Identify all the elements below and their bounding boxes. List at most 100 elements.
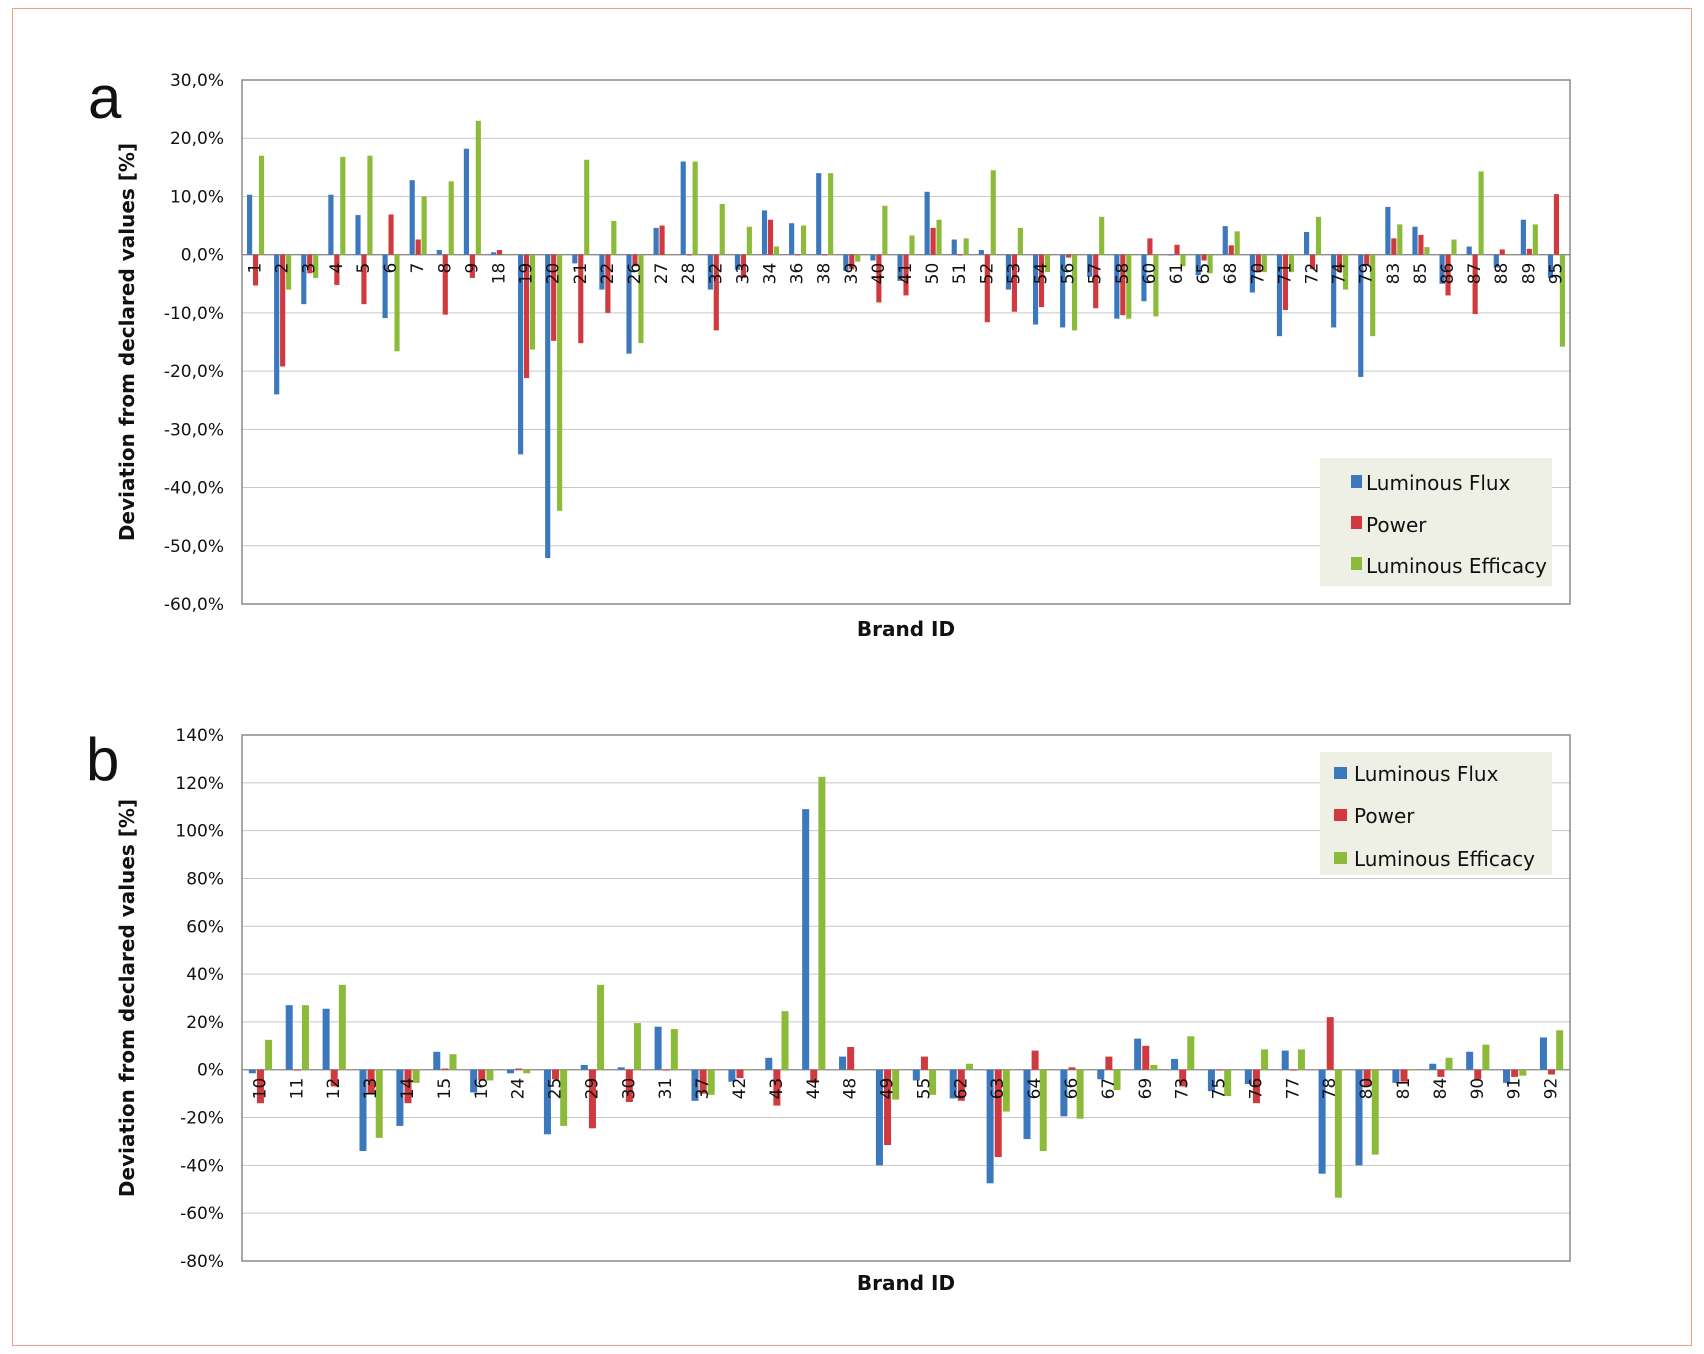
x-tick-label-b-78: 78 [1320,1078,1340,1100]
x-tick-label-a-33: 33 [733,263,753,285]
bar-a-power-22 [605,254,611,313]
bar-b-efficacy-12 [338,984,346,1070]
bar-a-efficacy-22 [611,220,617,255]
x-tick-label-a-26: 26 [625,263,645,285]
bar-b-efficacy-91 [1519,1069,1527,1076]
bar-b-flux-29 [580,1064,588,1070]
x-tick-label-a-34: 34 [760,263,780,285]
bar-a-flux-51 [951,239,957,255]
legend-a-label-efficacy: Luminous Efficacy [1366,554,1547,578]
bar-a-efficacy-9 [475,120,481,255]
x-tick-label-a-8: 8 [435,263,455,274]
bar-b-efficacy-78 [1334,1069,1342,1198]
x-tick-label-b-92: 92 [1542,1078,1562,1100]
bar-b-efficacy-73 [1187,1036,1195,1070]
bar-a-power-3 [307,254,313,274]
x-axis-title-a: Brand ID [857,617,955,641]
x-tick-label-b-31: 31 [656,1078,676,1100]
bar-a-efficacy-28 [692,161,698,255]
bar-b-power-16 [478,1069,486,1081]
x-tick-label-a-28: 28 [679,263,699,285]
bar-a-power-26 [632,254,638,267]
y-tick-label-b-9: -40% [180,1156,224,1176]
bar-b-efficacy-30 [633,1023,641,1070]
x-tick-label-a-2: 2 [273,263,293,274]
bar-a-power-72 [1309,254,1316,270]
x-tick-label-a-22: 22 [598,263,618,285]
bar-a-power-41 [903,254,909,296]
x-tick-label-b-81: 81 [1394,1078,1414,1100]
bar-a-power-9 [469,254,475,278]
bar-a-flux-70 [1249,254,1255,293]
y-tick-label-b-4: 60% [186,917,224,937]
bar-a-flux-28 [680,161,686,255]
legend-a: Luminous Flux Power Luminous Efficacy [1320,458,1552,586]
legend-a-swatch-efficacy [1351,557,1362,570]
bar-a-efficacy-72 [1315,216,1322,255]
bar-b-flux-77 [1281,1050,1289,1070]
bar-a-flux-21 [572,254,578,264]
bar-b-efficacy-84 [1445,1057,1453,1070]
bar-a-power-74 [1337,254,1343,273]
x-tick-label-b-63: 63 [988,1078,1008,1100]
bar-b-efficacy-63 [1002,1069,1010,1112]
bar-b-flux-11 [285,1005,293,1070]
bar-b-power-15 [441,1068,449,1070]
bar-b-flux-78 [1318,1069,1326,1174]
bar-a-efficacy-19 [529,254,536,350]
bar-a-efficacy-38 [828,173,834,255]
bar-a-flux-50 [924,191,930,255]
legend-b-background [1320,752,1552,875]
x-tick-label-b-11: 11 [287,1078,307,1100]
bar-a-efficacy-58 [1126,254,1132,319]
x-tick-label-a-54: 54 [1032,263,1052,285]
x-tick-label-a-36: 36 [788,263,808,285]
bar-a-efficacy-1 [258,155,265,255]
y-tick-label-b-2: 100% [175,822,224,842]
y-tick-label-a-7: -40,0% [164,479,224,499]
bar-a-flux-27 [653,227,659,255]
x-tick-label-a-52: 52 [977,263,997,285]
x-tick-label-a-40: 40 [869,263,889,285]
y-tick-label-b-5: 40% [186,965,224,985]
bar-a-power-88 [1499,249,1505,255]
bar-b-power-84 [1437,1069,1445,1077]
panel-label-a: a [88,64,122,131]
bar-b-efficacy-75 [1224,1069,1232,1097]
bar-b-flux-55 [912,1069,920,1081]
x-tick-label-a-57: 57 [1086,263,1106,285]
bar-a-flux-52 [978,250,984,255]
bar-a-flux-54 [1032,254,1039,325]
legend-a-swatch-flux [1351,475,1362,488]
bar-b-efficacy-24 [523,1069,531,1074]
y-tick-label-b-10: -60% [180,1204,224,1224]
bar-a-power-70 [1255,254,1261,273]
x-tick-label-b-16: 16 [472,1078,492,1100]
bar-a-flux-79 [1358,254,1364,377]
plot-border-a [241,79,1571,605]
bar-b-power-64 [1031,1050,1039,1070]
bar-b-flux-31 [654,1026,662,1070]
bar-a-power-2 [280,254,286,367]
x-tick-label-a-21: 21 [571,263,591,285]
bar-a-flux-83 [1385,206,1391,255]
bar-a-power-18 [496,250,503,255]
x-axis-title-b: Brand ID [857,1271,955,1295]
bar-a-power-79 [1364,254,1370,266]
bar-b-power-14 [404,1069,412,1104]
bar-b-flux-43 [765,1057,773,1070]
bar-b-power-91 [1511,1069,1519,1077]
x-tick-label-a-20: 20 [544,263,564,285]
y-tick-label-a-6: -30,0% [164,420,224,440]
bar-a-efficacy-52 [990,170,996,255]
bar-b-flux-81 [1392,1069,1400,1083]
x-tick-label-a-70: 70 [1248,263,1268,285]
bar-b-efficacy-69 [1150,1064,1158,1070]
bar-b-efficacy-31 [670,1029,678,1070]
bar-b-efficacy-10 [265,1039,273,1070]
x-tick-label-b-55: 55 [914,1078,934,1100]
bar-a-efficacy-83 [1397,224,1403,255]
bar-a-flux-53 [1005,254,1012,290]
bar-a-flux-68 [1222,226,1228,255]
bar-a-efficacy-95 [1559,254,1565,347]
